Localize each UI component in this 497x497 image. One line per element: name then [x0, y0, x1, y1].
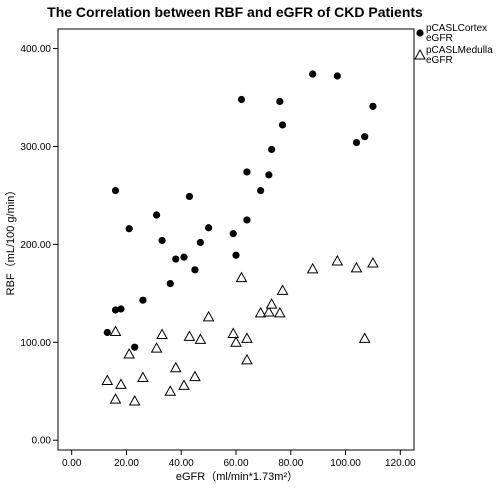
legend-label: pCASLCortex eGFR: [426, 23, 487, 44]
cortex-point: [172, 255, 180, 263]
cortex-point: [257, 186, 265, 195]
x-tick-label: 60.00: [223, 458, 248, 469]
medulla-point: [230, 336, 242, 347]
medulla-point: [183, 330, 196, 341]
cortex-point: [243, 216, 251, 224]
x-tick-label: 120.00: [385, 458, 416, 469]
cortex-point: [103, 328, 111, 337]
cortex-point: [205, 224, 213, 232]
medulla-point: [156, 328, 168, 339]
medulla-point: [150, 342, 163, 353]
medulla-point: [128, 395, 141, 406]
cortex-point: [278, 121, 287, 129]
y-axis-label: RBF（mL/100 g/min）: [4, 185, 17, 296]
cortex-point: [125, 225, 133, 233]
medulla-point: [202, 310, 215, 322]
cortex-point: [309, 70, 317, 78]
cortex-point: [158, 236, 166, 245]
medulla-point: [350, 261, 363, 273]
legend-medulla-marker: [414, 48, 426, 60]
cortex-point: [111, 186, 120, 195]
medulla-point: [109, 325, 122, 337]
cortex-point: [117, 305, 125, 313]
cortex-point: [191, 266, 199, 274]
medulla-point: [265, 298, 278, 309]
medulla-point: [123, 348, 136, 359]
medulla-point: [358, 332, 371, 343]
medulla-point: [101, 374, 114, 385]
cortex-point: [265, 171, 273, 179]
chart-title: The Correlation between RBF and eGFR of …: [47, 4, 423, 20]
medulla-point: [227, 327, 240, 338]
medulla-point: [241, 353, 253, 365]
medulla-point: [164, 385, 177, 396]
plot-area-frame: [57, 28, 415, 451]
medulla-point: [137, 371, 149, 383]
medulla-point: [254, 306, 267, 318]
x-tick-label: 80.00: [278, 458, 303, 469]
y-tick-label: 200.00: [20, 240, 51, 251]
medulla-point: [189, 370, 201, 382]
y-tick-label: 100.00: [20, 338, 51, 349]
medulla-point: [276, 284, 289, 295]
cortex-point: [243, 168, 251, 176]
cortex-point: [180, 253, 188, 261]
medulla-point: [115, 378, 127, 389]
cortex-point: [139, 296, 147, 304]
y-tick-label: 300.00: [20, 142, 51, 153]
cortex-point: [166, 279, 174, 288]
cortex-point: [352, 138, 361, 147]
x-axis-ticks: 0.00 20.00 40.00 60.00 80.00 100.00 120.00: [62, 450, 416, 469]
medulla-point: [306, 262, 319, 274]
y-tick-label: 0.00: [32, 436, 52, 447]
cortex-point: [229, 230, 237, 238]
y-axis-ticks: 0.00 100.00 200.00 300.00 400.00: [20, 44, 58, 447]
data-points: [101, 70, 379, 406]
cortex-point: [361, 133, 369, 141]
cortex-point: [185, 192, 194, 201]
medulla-point: [273, 306, 286, 318]
y-tick-label: 400.00: [20, 44, 51, 55]
medulla-point: [194, 333, 207, 344]
cortex-point: [232, 251, 240, 259]
cortex-point: [369, 102, 377, 110]
medulla-point: [178, 379, 190, 390]
medulla-point: [109, 393, 122, 404]
x-axis-label: eGFR（ml/min*1.73m²）: [176, 470, 298, 483]
medulla-point: [169, 361, 182, 373]
cortex-point: [276, 97, 284, 106]
medulla-point: [235, 271, 248, 283]
medulla-point: [241, 332, 253, 343]
x-tick-label: 20.00: [114, 458, 139, 469]
x-tick-label: 40.00: [169, 458, 194, 469]
legend-label: pCASLMedulla eGFR: [426, 45, 493, 66]
x-tick-label: 0.00: [62, 458, 82, 469]
cortex-point: [152, 211, 161, 219]
medulla-point: [263, 305, 275, 317]
legend-cortex-marker: [416, 29, 424, 37]
cortex-point: [111, 306, 120, 314]
medulla-point: [331, 255, 344, 266]
cortex-point: [333, 72, 341, 80]
x-tick-label: 100.00: [330, 458, 361, 469]
cortex-point: [196, 238, 204, 247]
cortex-point: [268, 145, 276, 154]
medulla-point: [367, 256, 379, 268]
cortex-point: [131, 343, 139, 351]
cortex-point: [237, 95, 246, 104]
